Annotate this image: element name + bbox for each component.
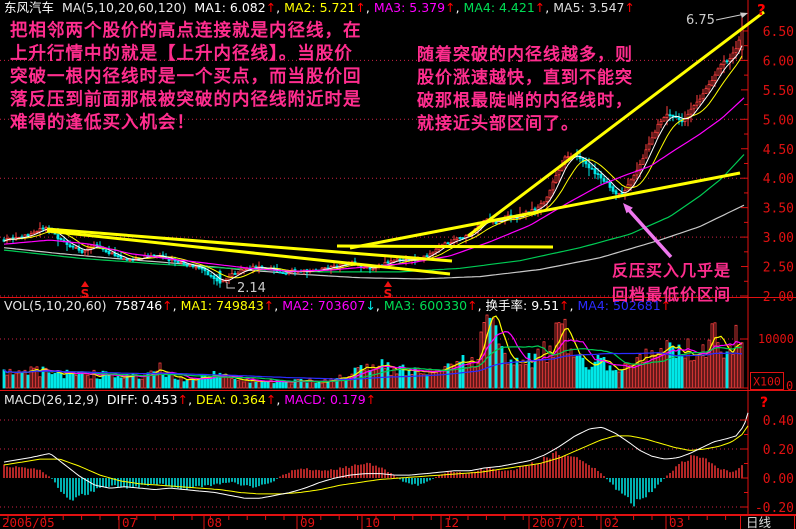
ma5-line (3, 45, 743, 282)
peak-pointer-arrowhead (740, 12, 748, 18)
vol-ma5-line (3, 315, 743, 383)
month-label: 03 (669, 515, 684, 529)
month-label: 08 (207, 515, 222, 529)
price-tick-label: 2.00 (763, 290, 794, 305)
buy-signal-triangle (384, 281, 392, 287)
buy-signal-marker: S (81, 287, 90, 301)
buy-signal-triangle (81, 281, 89, 287)
month-label: 02 (604, 515, 619, 529)
macd-tick-label: 0.00 (763, 472, 794, 487)
dea-line (3, 425, 749, 495)
inner-trendline (349, 171, 741, 250)
price-tick-label: 3.50 (763, 202, 794, 217)
vol-ma60-line (3, 352, 743, 380)
question-mark: ? (760, 395, 768, 411)
inner-trendline (336, 244, 554, 249)
volume-unit-box (750, 372, 784, 390)
diff-line (3, 412, 749, 499)
pullback-arrow-head (623, 203, 633, 214)
month-label: 12 (444, 515, 459, 529)
vol-ma10-line (3, 330, 743, 383)
price-tick-label: 6.00 (763, 54, 794, 69)
volume-tick-label: 10000 (758, 332, 794, 346)
volume-tick-label: 0 (786, 379, 793, 393)
price-tick-label: 4.50 (763, 143, 794, 158)
macd-tick-label: 0.20 (763, 443, 794, 458)
macd-tick-label: 0.40 (763, 414, 794, 429)
price-tick-label: 3.00 (763, 231, 794, 246)
price-tick-label: 4.00 (763, 172, 794, 187)
volume-bars (2, 314, 744, 389)
inner-trendline (467, 10, 765, 238)
price-tick-label: 5.00 (763, 113, 794, 128)
macd-histogram (3, 451, 743, 507)
peak-pointer-line (715, 13, 746, 21)
inner-trendline (46, 227, 453, 263)
buy-signal-marker: S (384, 287, 393, 301)
price-tick-label: 2.50 (763, 261, 794, 276)
month-label: 07 (122, 515, 137, 529)
vol-ma20-line (3, 345, 743, 383)
month-label: 2006/05 (2, 515, 55, 529)
volume-unit-label: X100 (753, 375, 781, 389)
macd-tick-label: -0.20 (755, 501, 794, 516)
month-label: 09 (300, 515, 315, 529)
low-price-label: 2.14 (237, 281, 266, 296)
pullback-arrow-shaft (625, 206, 673, 259)
month-label: 10 (365, 515, 380, 529)
period-label: 日线 (746, 515, 772, 529)
low-pointer-line (226, 282, 235, 289)
ma60-line (3, 154, 745, 273)
peak-price-label: 6.75 (686, 13, 715, 28)
price-tick-label: 6.50 (763, 25, 794, 40)
price-tick-label: 5.50 (763, 84, 794, 99)
inner-trendline (46, 229, 451, 276)
month-label: 2007/01 (532, 515, 585, 529)
question-mark: ? (757, 1, 766, 19)
